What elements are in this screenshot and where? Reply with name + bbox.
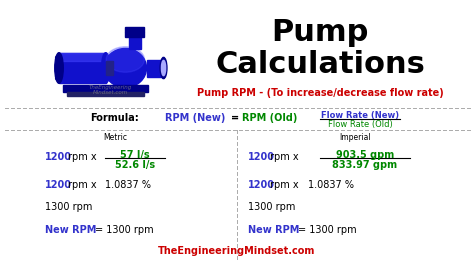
Circle shape (55, 77, 59, 80)
Text: rpm x: rpm x (270, 152, 299, 162)
Circle shape (55, 56, 59, 60)
Ellipse shape (106, 47, 145, 72)
Text: TheEngineering
Mindset.com: TheEngineering Mindset.com (88, 85, 132, 95)
Text: Metric: Metric (103, 133, 127, 142)
Text: 1200: 1200 (248, 180, 275, 190)
Bar (63, 85, 148, 92)
Text: 1.0837 %: 1.0837 % (308, 180, 354, 190)
Ellipse shape (160, 57, 167, 79)
Text: 833.97 gpm: 833.97 gpm (332, 160, 398, 170)
Text: RPM (New): RPM (New) (165, 113, 225, 123)
Bar (125, 32, 144, 38)
Circle shape (55, 63, 59, 66)
Ellipse shape (162, 60, 166, 76)
Ellipse shape (104, 48, 146, 88)
Bar (106, 61, 112, 75)
Text: 1.0837 %: 1.0837 % (105, 180, 151, 190)
Text: rpm x: rpm x (68, 180, 97, 190)
Text: 1200: 1200 (45, 152, 72, 162)
Text: 903.5 gpm: 903.5 gpm (336, 150, 394, 160)
Ellipse shape (101, 53, 110, 83)
Bar (67, 92, 144, 96)
Text: 1200: 1200 (248, 152, 275, 162)
Text: RPM (Old): RPM (Old) (242, 113, 298, 123)
Text: Pump RPM - (To increase/decrease flow rate): Pump RPM - (To increase/decrease flow ra… (197, 88, 443, 98)
Bar (59, 53, 106, 83)
Text: = 1300 rpm: = 1300 rpm (298, 225, 356, 235)
Bar (125, 27, 144, 32)
Text: 1300 rpm: 1300 rpm (45, 202, 92, 212)
Text: Imperial: Imperial (339, 133, 371, 142)
Text: Pump: Pump (271, 18, 369, 47)
Text: New RPM: New RPM (45, 225, 96, 235)
Ellipse shape (55, 53, 63, 83)
Text: TheEngineeringMindset.com: TheEngineeringMindset.com (158, 246, 316, 256)
Bar (59, 53, 106, 61)
Text: 52.6 l/s: 52.6 l/s (115, 160, 155, 170)
Text: 57 l/s: 57 l/s (120, 150, 150, 160)
Text: 1200: 1200 (45, 180, 72, 190)
Text: = 1300 rpm: = 1300 rpm (95, 225, 154, 235)
Text: rpm x: rpm x (270, 180, 299, 190)
Text: rpm x: rpm x (68, 152, 97, 162)
Bar (146, 60, 164, 77)
Text: New RPM: New RPM (248, 225, 300, 235)
Text: 1300 rpm: 1300 rpm (248, 202, 295, 212)
Text: Flow Rate (Old): Flow Rate (Old) (328, 120, 392, 129)
Bar (129, 34, 141, 49)
Text: Calculations: Calculations (215, 50, 425, 79)
Text: =: = (231, 113, 239, 123)
Text: Flow Rate (New): Flow Rate (New) (321, 111, 399, 120)
Text: Formula:: Formula: (91, 113, 139, 123)
Circle shape (55, 70, 59, 73)
